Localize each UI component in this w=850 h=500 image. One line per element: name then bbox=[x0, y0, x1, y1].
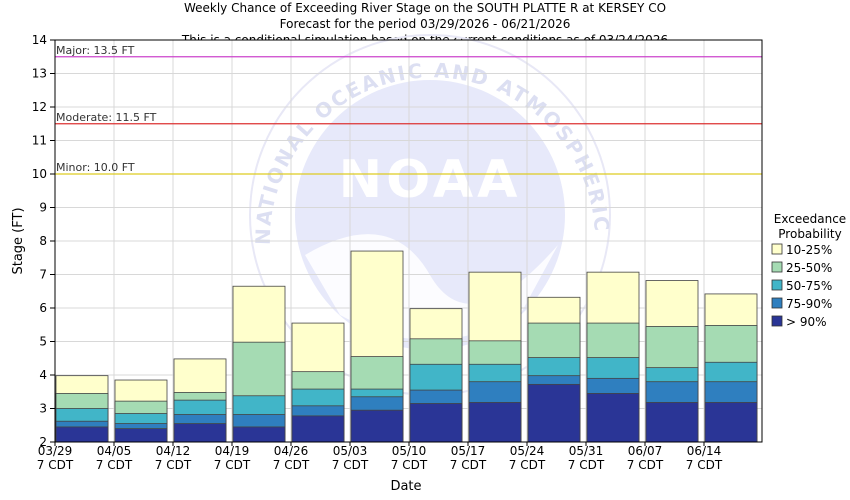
bar-segment bbox=[586, 393, 640, 443]
x-tick-date: 04/05 bbox=[97, 444, 132, 458]
x-tick-time: 7 CDT bbox=[391, 458, 428, 472]
y-tick-label: 4 bbox=[39, 368, 47, 382]
threshold-label: Major: 13.5 FT bbox=[56, 44, 135, 57]
bar-segment bbox=[232, 426, 286, 443]
threshold-label: Moderate: 11.5 FT bbox=[56, 111, 157, 124]
bar-segment bbox=[468, 402, 522, 443]
y-tick-label: 14 bbox=[32, 33, 47, 47]
bar-segment bbox=[645, 402, 699, 443]
x-tick-time: 7 CDT bbox=[37, 458, 74, 472]
x-tick-date: 05/31 bbox=[569, 444, 604, 458]
x-tick-date: 06/14 bbox=[687, 444, 722, 458]
x-tick-date: 04/26 bbox=[274, 444, 309, 458]
title-line-2: Forecast for the period 03/29/2026 - 06/… bbox=[280, 17, 571, 31]
legend-label: 50-75% bbox=[786, 279, 832, 293]
x-tick-date: 06/07 bbox=[628, 444, 663, 458]
y-tick-label: 9 bbox=[39, 201, 47, 215]
y-tick-label: 3 bbox=[39, 402, 47, 416]
x-tick-time: 7 CDT bbox=[332, 458, 369, 472]
threshold-lines: Major: 13.5 FT Moderate: 11.5 FT Minor: 10… bbox=[55, 44, 762, 175]
legend-label: 10-25% bbox=[786, 243, 832, 257]
x-axis-title: Date bbox=[390, 479, 421, 494]
legend-label: 25-50% bbox=[786, 261, 832, 275]
y-axis-title: Stage (FT) bbox=[11, 207, 26, 274]
legend-title-line-1: Exceedance bbox=[774, 212, 846, 226]
y-tick-label: 12 bbox=[32, 100, 47, 114]
y-tick-label: 11 bbox=[32, 134, 47, 148]
x-tick-time: 7 CDT bbox=[214, 458, 251, 472]
x-tick-date: 05/17 bbox=[451, 444, 486, 458]
x-tick-time: 7 CDT bbox=[155, 458, 192, 472]
bar-segment bbox=[704, 402, 758, 443]
bar-segment bbox=[55, 426, 109, 443]
y-tick-label: 8 bbox=[39, 234, 47, 248]
y-tick-label: 13 bbox=[32, 67, 47, 81]
y-tick-label: 10 bbox=[32, 167, 47, 181]
title-line-1: Weekly Chance of Exceeding River Stage o… bbox=[184, 1, 666, 15]
bars bbox=[55, 250, 758, 443]
x-tick-time: 7 CDT bbox=[509, 458, 546, 472]
x-tick-time: 7 CDT bbox=[273, 458, 310, 472]
y-tick-label: 7 bbox=[39, 268, 47, 282]
bar-segment bbox=[527, 383, 581, 443]
bar-segment bbox=[350, 409, 404, 443]
legend-label: > 90% bbox=[786, 315, 827, 329]
legend-swatch bbox=[771, 279, 783, 291]
bar-segment bbox=[173, 423, 227, 443]
x-tick-time: 7 CDT bbox=[686, 458, 723, 472]
x-tick-date: 05/03 bbox=[333, 444, 368, 458]
watermark-noaa-text: NOAA bbox=[339, 150, 522, 210]
legend-swatch bbox=[771, 261, 783, 273]
x-tick-date: 05/24 bbox=[510, 444, 545, 458]
x-tick-time: 7 CDT bbox=[568, 458, 605, 472]
y-tick-label: 2 bbox=[39, 435, 47, 449]
x-tick-date: 03/29 bbox=[38, 444, 73, 458]
legend-swatch bbox=[771, 297, 783, 309]
legend-title-line-2: Probability bbox=[778, 227, 841, 241]
legend-swatch bbox=[771, 315, 783, 327]
bar-segment bbox=[291, 415, 345, 443]
x-tick-date: 04/12 bbox=[156, 444, 191, 458]
legend-swatch bbox=[771, 243, 783, 255]
bar-segment bbox=[114, 428, 168, 443]
x-tick-date: 05/10 bbox=[392, 444, 427, 458]
x-tick-date: 04/19 bbox=[215, 444, 250, 458]
x-tick-time: 7 CDT bbox=[450, 458, 487, 472]
y-tick-label: 6 bbox=[39, 301, 47, 315]
legend-label: 75-90% bbox=[786, 297, 832, 311]
x-tick-time: 7 CDT bbox=[627, 458, 664, 472]
y-tick-label: 5 bbox=[39, 335, 47, 349]
bar-segment bbox=[409, 403, 463, 443]
threshold-label: Minor: 10.0 FT bbox=[56, 161, 135, 174]
x-tick-time: 7 CDT bbox=[96, 458, 133, 472]
